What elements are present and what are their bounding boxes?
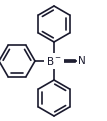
Text: N: N (78, 56, 86, 66)
Text: B$^-$: B$^-$ (46, 55, 62, 67)
